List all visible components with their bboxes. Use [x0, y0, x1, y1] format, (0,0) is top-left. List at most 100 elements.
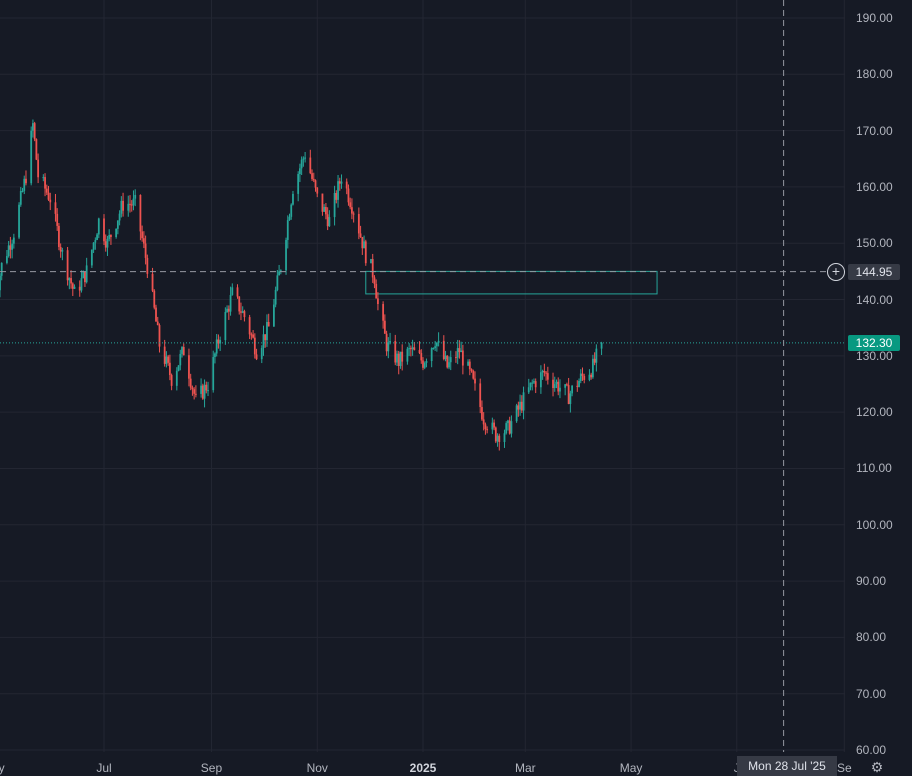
candle-body: [167, 356, 170, 363]
candle-body: [482, 419, 485, 425]
candle-body: [106, 238, 109, 248]
candle-body: [7, 245, 10, 257]
candle-body: [6, 256, 8, 263]
price-tick-label: 170.00: [856, 123, 893, 138]
candle-body: [494, 427, 497, 442]
candle-body: [273, 304, 275, 327]
candle-body: [297, 174, 300, 194]
chart-settings-gear-icon[interactable]: ⚙: [870, 759, 884, 775]
candle-body: [9, 245, 12, 250]
candle-body: [578, 381, 580, 387]
candle-body: [219, 340, 222, 344]
candle-body: [118, 213, 121, 221]
candle-body: [267, 321, 270, 327]
candle-body: [472, 370, 475, 379]
candle-body: [264, 334, 267, 341]
price-tick-label: 80.00: [856, 630, 887, 645]
candle-body: [408, 348, 411, 350]
candle-body: [300, 159, 303, 169]
candle-body: [33, 123, 36, 140]
candle-body: [96, 234, 98, 241]
candle-body: [569, 393, 572, 404]
candle-body: [553, 384, 556, 389]
candle-body: [243, 311, 246, 318]
candle-body: [84, 271, 86, 283]
candle-body: [255, 354, 258, 360]
candle-body: [399, 351, 402, 366]
candle-body: [486, 429, 489, 431]
candle-body: [559, 387, 561, 392]
candle-body: [42, 177, 45, 179]
candle-body: [510, 421, 513, 434]
price-tick-label: 90.00: [856, 574, 887, 589]
candle-body: [94, 240, 97, 243]
resistance-zone[interactable]: [365, 270, 658, 295]
candle-body: [484, 424, 487, 430]
candle-body: [110, 234, 112, 238]
price-tick-label: 100.00: [856, 517, 893, 532]
price-tick-label: 110.00: [856, 461, 892, 476]
candle-body: [59, 246, 62, 252]
candle-body: [432, 347, 435, 349]
candle-body: [590, 374, 593, 378]
candle-body: [455, 357, 457, 359]
candle-body: [555, 381, 558, 385]
candle-body: [541, 370, 544, 373]
candle-body: [158, 325, 161, 347]
candle-body: [373, 277, 376, 284]
candle-body: [226, 308, 228, 313]
candle-body: [97, 218, 100, 235]
candle-body: [351, 207, 353, 214]
candle-body: [364, 241, 367, 264]
candle-body: [326, 214, 329, 227]
candle-body: [461, 350, 464, 366]
candle-body: [493, 422, 495, 428]
candle-body: [191, 387, 194, 390]
candle-body: [139, 194, 142, 232]
candle-body: [382, 304, 385, 321]
add-alert-plus-icon[interactable]: +: [827, 263, 845, 281]
price-tick-label: 160.00: [856, 179, 893, 194]
candle-body: [175, 370, 178, 386]
candle-body: [236, 287, 239, 297]
candle-body: [581, 373, 584, 376]
candle-body: [397, 353, 400, 366]
candles: [0, 119, 603, 451]
candle-body: [18, 204, 20, 238]
candle-body: [248, 317, 251, 335]
candle-body: [73, 286, 76, 289]
candle-body: [260, 347, 263, 360]
price-tick-label: 130.00: [856, 348, 893, 363]
time-tick-label: Sep: [200, 761, 223, 775]
candle-body: [539, 372, 542, 388]
crosshair-price-label: 144.95: [848, 264, 900, 280]
candle-body: [519, 401, 521, 410]
candle-body: [409, 348, 412, 350]
candle-body: [92, 242, 95, 250]
candle-body: [335, 193, 338, 200]
candle-body: [425, 361, 428, 363]
candle-body: [375, 283, 378, 299]
candle-body: [595, 348, 598, 363]
time-tick-label: May: [619, 761, 643, 775]
candle-body: [458, 348, 461, 353]
candle-body: [82, 271, 85, 279]
candle-body: [325, 207, 327, 215]
candle-body: [576, 385, 579, 387]
candle-body: [56, 213, 59, 226]
candle-body: [66, 250, 69, 281]
candle-body: [309, 157, 312, 174]
candle-body: [188, 355, 190, 379]
candle-body: [279, 270, 282, 272]
candle-body: [522, 392, 525, 411]
candle-body: [156, 321, 159, 326]
candle-body: [588, 374, 591, 380]
candle-body: [304, 157, 307, 159]
candle-body: [193, 389, 196, 394]
candle-body: [520, 401, 523, 411]
candle-body: [361, 237, 364, 249]
candle-body: [151, 273, 154, 291]
candle-body: [508, 420, 511, 434]
time-tick-label: 2025: [409, 761, 437, 775]
